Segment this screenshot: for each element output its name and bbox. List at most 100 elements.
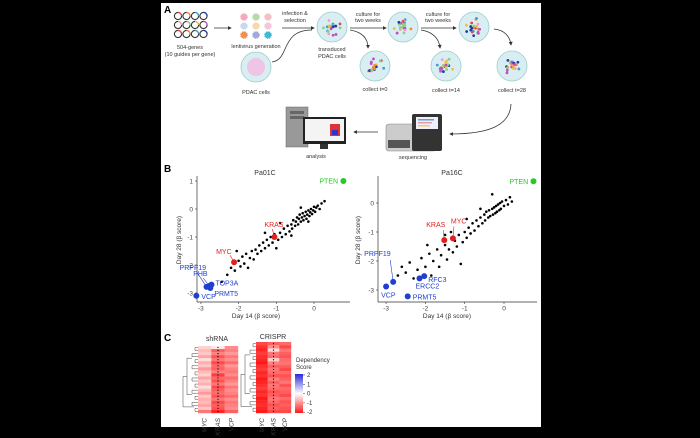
arrow: [493, 28, 513, 46]
data-point: [424, 265, 427, 269]
gene-point-vcp: [193, 292, 200, 299]
heatmap-cell: [198, 394, 212, 398]
legend-title-2: Score: [296, 365, 312, 371]
data-point: [316, 204, 320, 207]
heatmap-cell: [198, 379, 212, 383]
heatmap-cell: [279, 400, 292, 404]
heatmap-cell: [256, 387, 268, 391]
data-point: [291, 218, 295, 222]
heatmap-cell: [256, 406, 268, 410]
plot-title: Pa16C: [441, 170, 462, 177]
y-tick-label: 0: [370, 200, 374, 207]
data-point: [263, 246, 267, 250]
data-point: [250, 249, 254, 253]
gene-point-prmt5: [207, 284, 214, 291]
heatmap-cell: [224, 373, 239, 377]
selection-label: selection: [284, 18, 306, 24]
data-point: [499, 207, 503, 211]
data-point: [400, 265, 404, 269]
data-point: [490, 207, 494, 211]
data-point: [295, 216, 299, 219]
marker-dot: [272, 365, 275, 367]
heatmap-cell: [224, 361, 239, 365]
data-point: [237, 259, 240, 263]
data-point: [304, 210, 308, 214]
data-point: [408, 261, 411, 264]
data-point: [241, 255, 244, 258]
data-point: [479, 216, 482, 219]
heatmap-cell: [198, 355, 212, 359]
heatmap-cell: [224, 409, 239, 414]
data-point: [469, 232, 472, 235]
column-label: KRAS: [271, 417, 278, 435]
data-point: [308, 214, 311, 218]
scatter-plot-pa16c: Pa16C Day 14 (β score) Day 28 (β score) …: [355, 170, 537, 320]
data-point: [486, 216, 490, 219]
x-tick-label: -2: [423, 306, 429, 313]
y-axis-label: Day 28 (β score): [176, 216, 183, 264]
data-point: [396, 274, 400, 277]
label-leader-line: [196, 271, 207, 288]
data-point: [477, 224, 480, 228]
marker-dot: [217, 368, 219, 370]
heatmap-cell: [256, 345, 268, 349]
data-point: [305, 217, 308, 221]
gene-label-myc: MYC: [451, 218, 467, 225]
data-point: [299, 220, 303, 223]
data-point: [275, 246, 278, 250]
gene-label-pten: PTEN: [319, 179, 338, 186]
data-point: [504, 198, 508, 202]
data-point: [278, 231, 282, 235]
heatmap-cell: [279, 393, 292, 398]
y-axis-label: Day 28 (β score): [355, 216, 362, 264]
infection-label: infection &: [282, 11, 308, 17]
gene-label-rfc3: RFC3: [428, 277, 446, 284]
gene-label-prmt5: PRMT5: [413, 294, 437, 301]
y-tick-label: 1: [189, 178, 193, 185]
heatmap-cell: [279, 396, 292, 401]
heatmap-cell: [256, 380, 268, 385]
data-point: [481, 222, 484, 225]
data-point: [254, 248, 257, 251]
marker-dot: [272, 359, 275, 361]
legend-tick-label: 1: [307, 382, 311, 388]
data-point: [485, 210, 488, 213]
data-point: [475, 219, 478, 222]
data-point: [459, 262, 463, 266]
heatmap-cell: [198, 406, 212, 411]
data-point: [308, 211, 312, 214]
heatmap-cell: [198, 346, 212, 350]
data-point: [299, 206, 303, 209]
marker-dot: [217, 401, 219, 403]
data-point: [296, 223, 300, 226]
marker-dot: [217, 407, 219, 410]
marker-dot: [272, 372, 275, 374]
heatmap-cell: [256, 354, 268, 359]
heatmap-cell: [256, 342, 268, 346]
data-point: [278, 221, 282, 225]
data-point: [220, 280, 223, 284]
marker-dot: [217, 346, 219, 349]
heatmap-cell: [198, 409, 212, 414]
data-point: [323, 199, 326, 203]
collect-t14-dish-icon: [430, 50, 462, 82]
data-point: [263, 231, 267, 235]
data-point: [302, 218, 305, 222]
virus-particle-icon: [264, 13, 272, 21]
marker-dot: [272, 404, 275, 406]
data-point: [492, 206, 496, 209]
column-label: VCP: [228, 417, 235, 431]
heatmap-cell: [279, 380, 292, 385]
data-point: [300, 216, 304, 219]
heatmap-cell: [224, 349, 239, 353]
data-point: [294, 220, 298, 223]
data-point: [290, 234, 293, 237]
gene-label-prpf19: PRPF19: [180, 265, 207, 272]
x-tick-label: -1: [462, 306, 468, 313]
heatmap-cell: [198, 400, 212, 405]
data-point: [479, 207, 482, 211]
data-point: [483, 213, 486, 216]
heatmap-cell: [279, 377, 292, 381]
marker-dot: [272, 401, 275, 403]
data-point: [496, 203, 500, 206]
